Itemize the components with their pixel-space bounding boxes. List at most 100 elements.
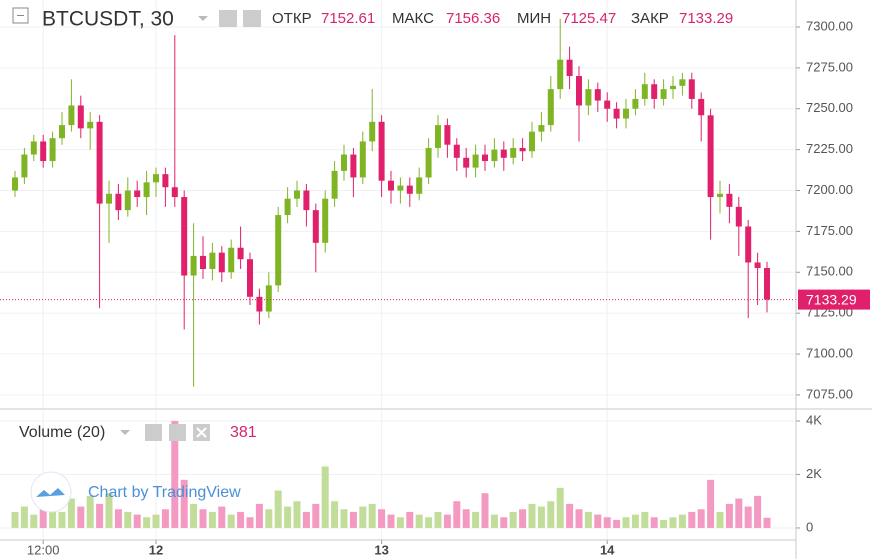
volume-bar <box>650 517 658 528</box>
volume-bar <box>105 493 113 528</box>
volume-bar <box>349 511 357 528</box>
candle-body <box>717 193 723 198</box>
candle-body <box>77 105 84 129</box>
candle-body <box>698 98 705 116</box>
volume-bar <box>716 511 724 528</box>
volume-bar <box>594 514 602 528</box>
candle-body <box>397 185 404 191</box>
close-value: 7133.29 <box>679 10 733 27</box>
candle-body <box>209 252 216 270</box>
volume-bar <box>490 514 498 528</box>
candle-body <box>566 59 573 77</box>
candle-body <box>341 154 347 171</box>
candle-body <box>576 76 582 106</box>
volume-bar <box>415 514 423 528</box>
volume-bar <box>631 514 639 528</box>
candle-body <box>491 149 498 162</box>
volume-bar <box>143 517 151 528</box>
eye-icon[interactable] <box>219 10 237 27</box>
volume-bar <box>199 509 207 528</box>
volume-bar <box>124 511 132 528</box>
volume-bar <box>547 501 555 528</box>
high-value: 7156.36 <box>446 10 500 27</box>
volume-bar <box>396 517 404 528</box>
volume-bar <box>669 517 677 528</box>
close-icon-cross <box>196 427 207 438</box>
volume-bar <box>302 511 310 528</box>
close-label: ЗАКР <box>631 10 669 27</box>
volume-bar <box>171 420 179 528</box>
volume-bar <box>368 503 376 528</box>
y2-tick-label: 4K <box>806 412 822 427</box>
volume-bar <box>378 509 386 528</box>
last-price-label: 7133.29 <box>806 291 857 307</box>
volume-bar <box>500 517 508 528</box>
price-tag-layer: 7133.29 <box>798 289 870 310</box>
candle-body <box>510 147 517 158</box>
volume-bar <box>697 509 705 528</box>
candle-body <box>59 125 65 139</box>
volume-bar <box>67 498 75 528</box>
y-tick-label: 7150.00 <box>806 264 853 279</box>
candle-body <box>134 190 141 198</box>
symbol: BTCUSDT, 30 <box>42 8 174 31</box>
candle-body <box>641 84 648 99</box>
volume-bar <box>11 511 19 528</box>
volume-bar <box>575 509 583 528</box>
volume-bar <box>481 493 489 528</box>
candle-body <box>218 252 225 273</box>
dropdown-arrow[interactable] <box>120 430 130 435</box>
eye-icon[interactable] <box>145 424 162 441</box>
candle-body <box>322 198 329 243</box>
volume-bar <box>265 509 273 528</box>
volume-bar <box>735 498 743 528</box>
low-value: 7125.47 <box>562 10 616 27</box>
candle-body <box>425 147 432 178</box>
candle-body <box>162 174 169 188</box>
volume-bar <box>707 479 715 528</box>
candle-body <box>632 98 639 109</box>
volume-bar <box>114 509 122 528</box>
candle-body <box>472 154 479 168</box>
dropdown-arrow[interactable] <box>198 16 208 21</box>
candle-body <box>613 108 620 119</box>
candle-body <box>228 247 235 273</box>
candle-body <box>87 121 94 129</box>
volume-bar <box>161 509 169 528</box>
volume-bar <box>678 514 686 528</box>
volume-bar <box>340 509 348 528</box>
y-tick-label: 7175.00 <box>806 223 853 238</box>
settings-icon[interactable] <box>243 10 261 27</box>
grid: 7075.007100.007125.007150.007175.007200.… <box>0 0 853 557</box>
volume-bar <box>556 487 564 528</box>
volume-bar <box>660 519 668 528</box>
candle-body <box>500 149 507 158</box>
volume-bar <box>603 517 611 528</box>
volume-bar <box>519 509 527 528</box>
candle-body <box>463 157 470 168</box>
candle-body <box>529 131 535 152</box>
candle-body <box>435 125 441 148</box>
watermark[interactable]: Chart by TradingView <box>88 484 241 501</box>
volume-bar <box>425 517 433 528</box>
candle-body <box>707 115 714 198</box>
volume-bar <box>725 503 733 528</box>
volume-title: Volume (20) <box>19 424 105 441</box>
candle-body <box>444 125 451 145</box>
candle-body <box>312 210 319 243</box>
volume-bar <box>190 503 198 528</box>
candle-body <box>153 174 159 183</box>
candle-body <box>115 193 122 211</box>
volume-bar <box>180 479 188 528</box>
volume-bar <box>434 511 442 528</box>
volume-bar <box>227 514 235 528</box>
volume-bar <box>218 506 226 528</box>
candle-body <box>143 182 150 198</box>
watermark-icon[interactable] <box>30 471 72 513</box>
volume-bar <box>763 517 771 528</box>
candle-body <box>181 197 188 276</box>
settings-icon[interactable] <box>169 424 186 441</box>
y-tick-label: 7075.00 <box>806 386 853 401</box>
volume-bar <box>509 511 517 528</box>
